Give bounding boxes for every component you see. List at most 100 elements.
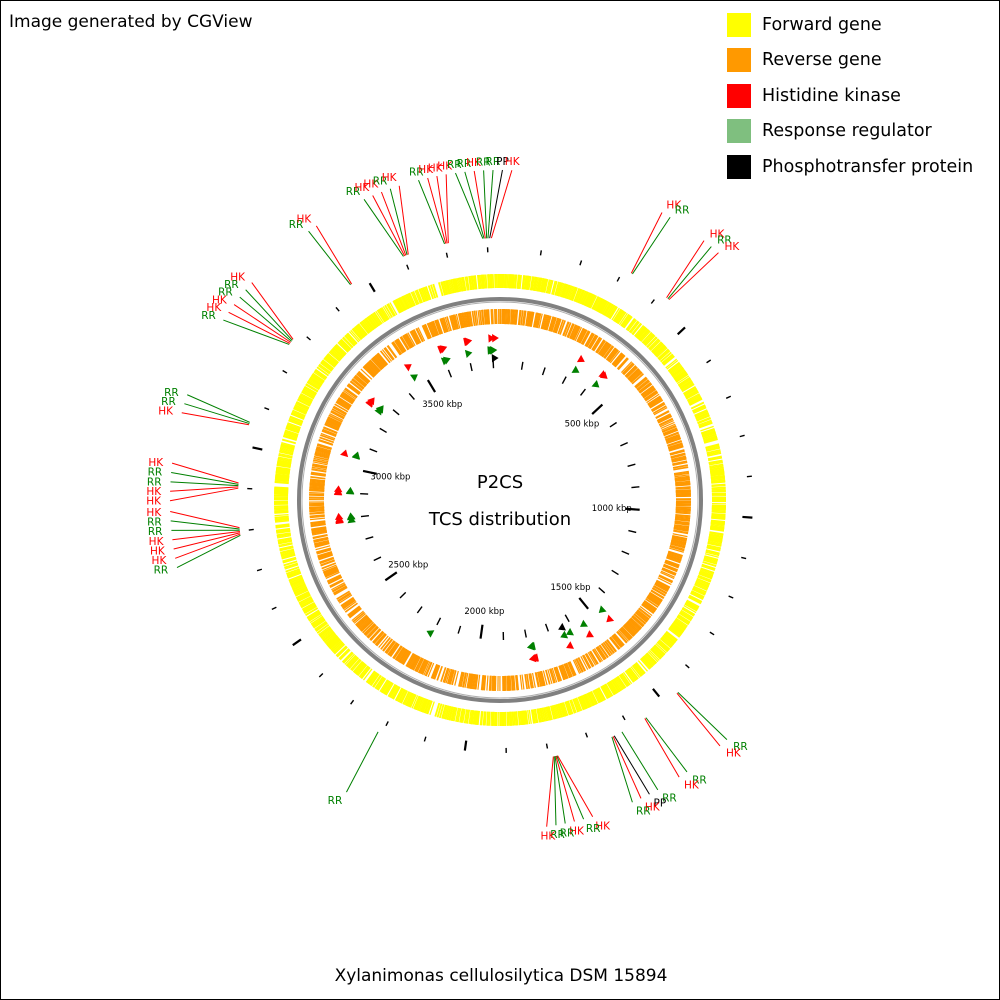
forward-gene-mark (302, 389, 316, 398)
forward-gene-mark (668, 628, 680, 638)
forward-gene-mark (357, 323, 368, 336)
forward-gene-mark (289, 576, 303, 584)
reverse-gene-mark (674, 522, 690, 526)
reverse-gene-mark (347, 383, 361, 394)
reverse-gene-mark (623, 624, 636, 636)
reverse-gene-mark (352, 611, 365, 623)
forward-gene-mark (570, 699, 577, 714)
forward-gene-mark (625, 669, 636, 682)
reverse-gene-mark (510, 309, 513, 325)
forward-gene-mark (291, 581, 305, 589)
reverse-gene-mark (573, 326, 581, 341)
forward-gene-mark (710, 473, 725, 477)
forward-gene-mark (592, 690, 600, 704)
reverse-gene-mark (348, 383, 361, 394)
callout-line (170, 520, 240, 530)
forward-gene-mark (634, 324, 644, 337)
reverse-gene-mark (536, 671, 542, 687)
outer-tick (385, 721, 389, 727)
reverse-gene-mark (659, 420, 674, 428)
reverse-gene-mark (529, 673, 533, 689)
reverse-gene-mark (430, 664, 438, 679)
forward-gene-mark (318, 363, 331, 374)
forward-gene-mark (594, 689, 602, 703)
reverse-gene-mark (363, 365, 375, 378)
reverse-gene-mark (462, 312, 467, 328)
forward-gene-mark (687, 394, 701, 402)
forward-gene-mark (287, 422, 301, 429)
forward-gene-mark (609, 306, 618, 320)
forward-gene-mark (519, 274, 522, 290)
reverse-gene-mark (651, 587, 666, 597)
callout-line (611, 736, 633, 803)
reverse-gene-mark (313, 536, 329, 542)
legend-item-phosphotransfer-protein: Phosphotransfer protein (727, 149, 973, 185)
forward-gene-mark (675, 617, 688, 627)
callout-label-rr: RR (201, 310, 216, 322)
scale-tick (631, 486, 640, 489)
forward-gene-mark (706, 449, 721, 455)
forward-gene-track (273, 273, 727, 727)
tcs-callouts: HKRRHKRRHKRRHKRRHKRRPPHKRRHKRRHKRRRRHKRR… (146, 156, 747, 843)
forward-gene-swatch-icon (727, 12, 751, 37)
forward-gene-mark (486, 711, 489, 726)
reverse-gene-mark (384, 640, 395, 653)
forward-gene-mark (300, 393, 314, 401)
callout-line (187, 394, 250, 423)
reverse-gene-mark (650, 590, 664, 600)
reverse-gene-mark (421, 660, 430, 675)
forward-gene-mark (566, 285, 573, 300)
forward-gene-mark (665, 631, 678, 642)
reverse-gene-mark (568, 661, 576, 677)
forward-gene-mark (444, 705, 450, 720)
reverse-gene-mark (666, 557, 681, 564)
forward-gene-mark (592, 296, 600, 310)
forward-gene-mark (624, 670, 635, 683)
reverse-gene-mark (550, 317, 556, 332)
forward-gene-mark (403, 691, 412, 706)
reverse-gene-mark (602, 344, 612, 358)
reverse-gene-mark (675, 484, 691, 487)
reverse-gene-mark (672, 533, 688, 538)
reverse-gene-mark (673, 528, 689, 532)
callout-line (666, 240, 705, 299)
forward-gene-mark (369, 314, 379, 328)
forward-gene-mark (698, 420, 713, 427)
forward-gene-mark (339, 649, 351, 661)
forward-gene-mark (512, 274, 515, 289)
reverse-gene-mark (666, 556, 681, 563)
forward-gene-mark (443, 280, 449, 295)
reverse-gene-mark (325, 421, 340, 429)
reverse-gene-mark (634, 376, 647, 388)
forward-gene-mark (484, 274, 487, 289)
callout-line (239, 296, 292, 342)
reverse-gene-mark (380, 350, 391, 363)
reverse-gene-mark (625, 366, 638, 378)
forward-gene-mark (711, 481, 726, 484)
tcs-marker-hk (334, 512, 344, 521)
forward-gene-mark (416, 289, 424, 303)
callout-label-hk: HK (382, 172, 398, 184)
forward-gene-mark (365, 317, 375, 330)
forward-gene-mark (371, 313, 381, 326)
reverse-gene-mark (577, 657, 586, 672)
reverse-gene-mark (352, 378, 365, 389)
reverse-gene-mark (665, 434, 680, 441)
forward-gene-mark (573, 698, 581, 712)
reverse-gene-mark (596, 646, 606, 660)
forward-gene-mark (562, 284, 569, 298)
outer-tick (463, 740, 468, 751)
forward-gene-mark (280, 443, 295, 448)
reverse-gene-mark (413, 329, 422, 344)
callout-line (169, 487, 239, 502)
reverse-gene-mark (458, 671, 463, 687)
reverse-gene-mark (670, 450, 685, 456)
forward-gene-mark (508, 711, 511, 726)
reverse-gene-mark (454, 670, 459, 686)
reverse-gene-mark (675, 515, 691, 518)
forward-gene-mark (650, 648, 661, 660)
callout-label-hk: HK (148, 457, 164, 469)
forward-gene-mark (683, 604, 697, 614)
forward-gene-mark (406, 293, 414, 308)
reverse-gene-mark (560, 665, 567, 680)
